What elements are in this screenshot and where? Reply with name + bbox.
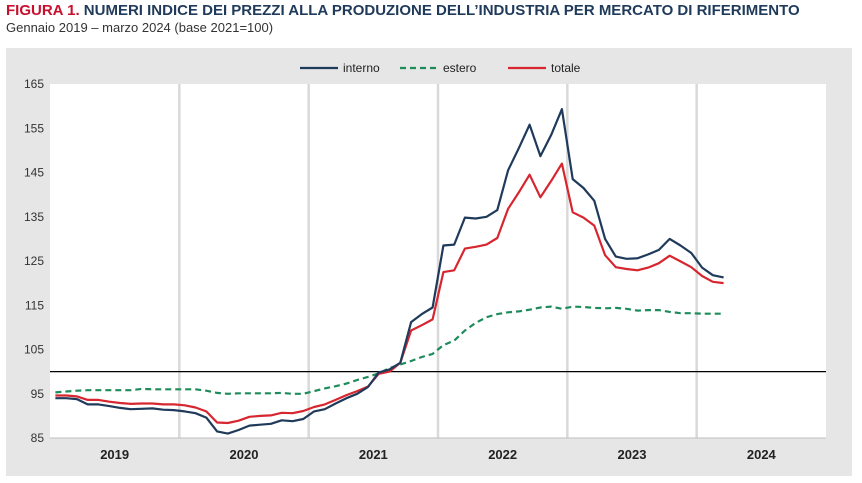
x-tick-label-2022: 2022 xyxy=(488,447,517,462)
y-tick-label: 145 xyxy=(24,166,44,180)
x-tick-label-2019: 2019 xyxy=(100,447,129,462)
y-tick-label: 155 xyxy=(24,121,44,135)
x-tick-label-2023: 2023 xyxy=(618,447,647,462)
figure-subtitle: Gennaio 2019 – marzo 2024 (base 2021=100… xyxy=(6,20,274,35)
y-tick-label: 85 xyxy=(31,431,45,445)
y-tick-label: 135 xyxy=(24,210,44,224)
x-tick-label-2024: 2024 xyxy=(747,447,777,462)
y-tick-label: 115 xyxy=(25,298,44,312)
x-tick-label-2021: 2021 xyxy=(359,447,388,462)
figure-label: FIGURA 1. xyxy=(6,2,80,19)
y-tick-label: 95 xyxy=(31,387,45,401)
series-line-estero xyxy=(55,305,724,395)
x-tick-label-2020: 2020 xyxy=(230,447,259,462)
legend-label-estero: estero xyxy=(443,61,477,75)
y-tick-label: 105 xyxy=(24,343,44,357)
series-line-interno xyxy=(55,108,724,435)
y-axis: 85 95 105 115 125 135 145 155 165 xyxy=(24,77,44,445)
series-lines xyxy=(55,108,724,435)
y-tick-label: 165 xyxy=(24,77,44,91)
legend-label-interno: interno xyxy=(343,61,380,75)
figure-title-text: NUMERI INDICE DEI PREZZI ALLA PRODUZIONE… xyxy=(83,2,800,19)
legend-label-totale: totale xyxy=(551,61,581,75)
x-axis: 2019 2020 2021 2022 2023 2024 xyxy=(50,437,826,462)
series-line-totale xyxy=(55,162,724,425)
legend: interno estero totale xyxy=(300,61,581,75)
figure-title: FIGURA 1. NUMERI INDICE DEI PREZZI ALLA … xyxy=(6,2,800,19)
y-tick-label: 125 xyxy=(24,254,44,268)
title-block: FIGURA 1. NUMERI INDICE DEI PREZZI ALLA … xyxy=(6,2,800,35)
chart-panel: 85 95 105 115 125 135 145 155 165 2019 2020 2021 20… xyxy=(6,48,852,476)
